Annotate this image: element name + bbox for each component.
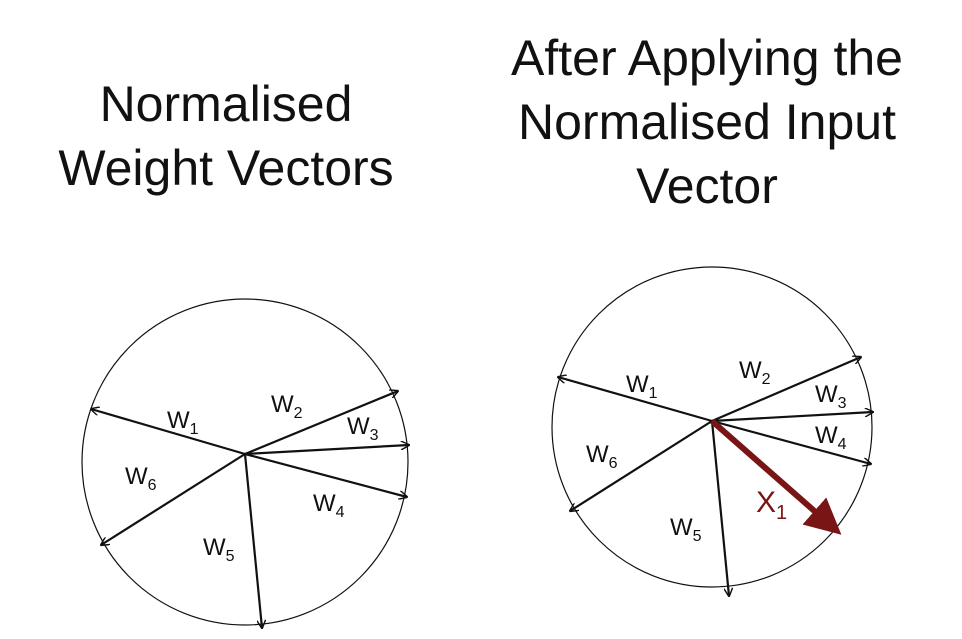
left-diagram: W1 W2 W3 W4 W5 W6 (81, 298, 409, 628)
left-w4-arrow (244, 452, 407, 497)
right-title-line-1: After Applying the (511, 30, 903, 86)
left-title-line-2: Weight Vectors (58, 140, 394, 196)
right-w2-arrow (711, 357, 861, 423)
right-w2-label: W2 (739, 357, 771, 388)
left-w5-arrow (243, 453, 262, 628)
left-w6-arrow (101, 453, 246, 545)
right-w5-label: W5 (670, 514, 702, 545)
right-title-line-2: Normalised Input (518, 94, 896, 150)
left-title: Normalised Weight Vectors (0, 72, 452, 200)
left-w5-label: W5 (203, 534, 235, 565)
right-w4-label: W4 (815, 422, 847, 453)
left-title-line-1: Normalised (99, 76, 353, 132)
right-w1-label: W1 (626, 371, 658, 402)
right-title-line-3: Vector (636, 158, 778, 214)
left-w4-label: W4 (313, 490, 345, 521)
left-w2-label: W2 (271, 391, 303, 422)
left-w3-label: W3 (347, 413, 379, 444)
left-w2-arrow (244, 391, 398, 456)
right-w5-arrow (710, 420, 729, 596)
right-unit-circle (551, 266, 873, 588)
right-diagram: W1 W2 W3 W4 W5 W6 X1 (551, 266, 873, 596)
right-w1-arrow (558, 377, 713, 423)
right-w6-label: W6 (586, 441, 618, 472)
right-w3-label: W3 (815, 381, 847, 412)
right-w4-arrow (711, 419, 871, 464)
right-x1-label: X1 (756, 486, 787, 524)
right-x1-arrow (710, 418, 842, 535)
right-w6-arrow (570, 420, 713, 511)
left-w6-label: W6 (125, 463, 157, 494)
left-unit-circle (81, 298, 409, 626)
right-title: After Applying the Normalised Input Vect… (452, 26, 962, 218)
left-w1-label: W1 (167, 407, 199, 438)
right-w3-arrow (711, 412, 873, 423)
left-w3-arrow (244, 445, 409, 456)
left-w1-arrow (91, 409, 246, 456)
